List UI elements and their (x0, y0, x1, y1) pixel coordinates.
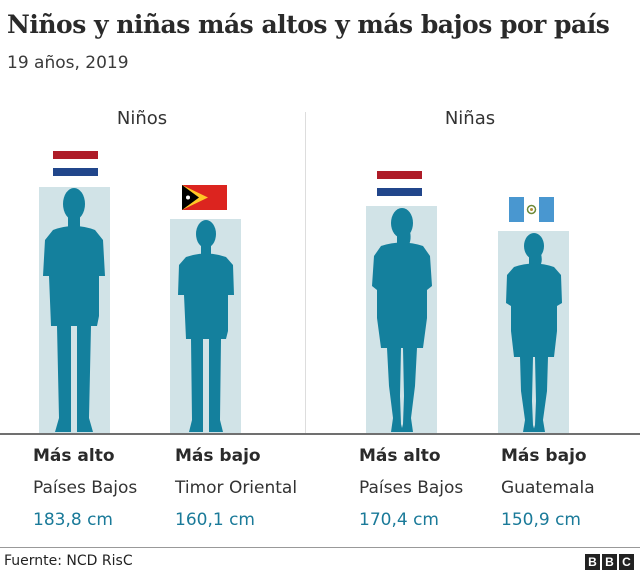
label-value: 150,9 cm (501, 510, 581, 530)
label-girls-shortest: Más bajo Guatemala 150,9 cm (501, 440, 595, 536)
source-note: Fuernte: NCD RisC (4, 553, 133, 569)
baseline (0, 433, 640, 435)
bbc-logo: B B C (585, 554, 634, 570)
label-value: 183,8 cm (33, 510, 113, 530)
label-value: 160,1 cm (175, 510, 255, 530)
chart-title: Niños y niñas más altos y más bajos por … (7, 10, 610, 39)
bbc-logo-letter: B (585, 554, 600, 570)
label-kind: Más alto (33, 446, 115, 466)
label-kind: Más bajo (501, 446, 587, 466)
group-label-girls: Niñas (444, 108, 496, 129)
label-girls-tallest: Más alto Países Bajos 170,4 cm (359, 440, 463, 536)
label-boys-tallest: Más alto Países Bajos 183,8 cm (33, 440, 137, 536)
label-country: Países Bajos (359, 478, 464, 498)
chart-subtitle: 19 años, 2019 (7, 53, 129, 73)
timor-leste-flag-icon (182, 185, 227, 210)
netherlands-flag-icon (377, 171, 422, 196)
label-boys-shortest: Más bajo Timor Oriental 160,1 cm (175, 440, 297, 536)
group-label-boys: Niños (116, 108, 168, 129)
boy-silhouette-icon (43, 188, 105, 432)
guatemala-flag-icon (509, 197, 554, 222)
label-value: 170,4 cm (359, 510, 439, 530)
label-kind: Más alto (359, 446, 441, 466)
footer-divider (0, 547, 640, 548)
label-country: Países Bajos (33, 478, 138, 498)
girl-silhouette-icon (372, 208, 432, 432)
bbc-logo-letter: B (602, 554, 617, 570)
boy-silhouette-icon (178, 220, 234, 432)
label-kind: Más bajo (175, 446, 261, 466)
bbc-logo-letter: C (619, 554, 634, 570)
girl-silhouette-icon (506, 233, 562, 432)
label-country: Timor Oriental (175, 478, 298, 498)
netherlands-flag-icon (53, 151, 98, 176)
label-country: Guatemala (501, 478, 595, 498)
group-divider (305, 112, 306, 434)
